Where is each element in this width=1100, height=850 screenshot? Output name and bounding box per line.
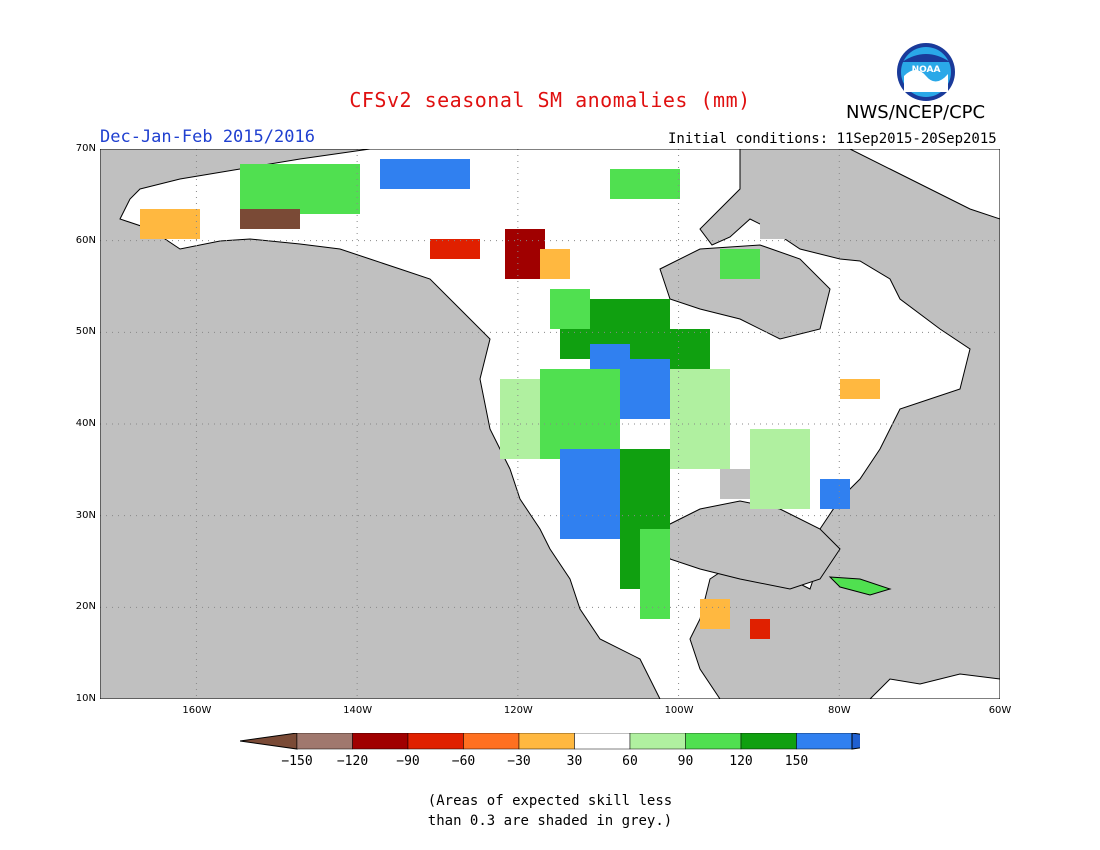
gulf-of-mexico-water (659, 500, 841, 590)
legend-arrow-high (851, 733, 860, 750)
latitude-tick-label: 30N (75, 509, 96, 521)
legend-tick-label: −60 (452, 754, 475, 769)
legend-color-box (685, 733, 742, 750)
legend-color-box (352, 733, 409, 750)
longitude-tick-label: 80W (827, 705, 851, 716)
latitude-tick-label: 10N (75, 693, 96, 704)
legend-tick-label: −120 (337, 754, 368, 769)
anomaly-patch (670, 329, 710, 369)
legend-tick-label: 90 (678, 754, 694, 769)
legend-tick-label: 150 (785, 754, 808, 769)
latitude-tick-label: 50N (75, 326, 96, 338)
anomaly-patch (820, 479, 850, 509)
anomaly-patch (240, 209, 300, 229)
anomaly-patch (240, 164, 360, 214)
noaa-logo-text: NOAA (912, 65, 941, 75)
skill-note-line2: than 0.3 are shaded in grey.) (427, 813, 673, 829)
chart-title: CFSv2 seasonal SM anomalies (mm) (349, 88, 751, 112)
legend-color-box (518, 733, 575, 750)
legend-tick-label: 30 (567, 754, 583, 769)
longitude-tick-label: 140W (343, 705, 373, 716)
initial-conditions-label: Initial conditions: 11Sep2015-20Sep2015 (668, 131, 997, 147)
anomaly-patch (550, 289, 590, 329)
skill-note-line1: (Areas of expected skill less (427, 793, 673, 809)
anomaly-patch (505, 229, 545, 279)
legend-tick-label: 120 (729, 754, 752, 769)
noaa-logo-wave (904, 70, 948, 92)
hudson-bay-water (659, 244, 831, 340)
longitude-tick-label: 60W (988, 705, 1012, 716)
anomaly-patch (720, 249, 760, 279)
latitude-tick-label: 40N (75, 418, 96, 429)
longitude-tick-label: 120W (503, 705, 533, 716)
graticule (100, 149, 1000, 699)
anomaly-patch (840, 379, 880, 399)
color-legend: −150 −120 −90 −60 −30 30 60 90 120 150 (240, 733, 860, 769)
legend-tick-label: −150 (281, 754, 312, 769)
legend-arrow-low (240, 733, 298, 750)
legend-color-box (740, 733, 797, 750)
anomaly-patch (430, 239, 480, 259)
legend-color-box (796, 733, 853, 750)
anomaly-patch (750, 429, 810, 509)
longitude-tick-label: 100W (664, 705, 694, 716)
legend-tick-label: −90 (396, 754, 419, 769)
anomaly-patch (500, 379, 540, 459)
anomaly-patch (380, 159, 470, 189)
noaa-logo: NOAA (897, 43, 955, 101)
legend-color-box (463, 733, 520, 750)
legend-tick-label: −30 (507, 754, 530, 769)
greenland-land (849, 149, 1000, 220)
longitude-tick-label: 160W (182, 705, 212, 716)
anomaly-patch (140, 209, 200, 239)
season-label: Dec-Jan-Feb 2015/2016 (100, 127, 315, 147)
anomaly-patch (760, 199, 850, 239)
latitude-tick-label: 60N (75, 234, 96, 246)
anomaly-patch (560, 449, 620, 539)
latitude-tick-label: 70N (75, 143, 96, 154)
anomaly-patch (540, 249, 570, 279)
anomaly-patch (700, 599, 730, 629)
anomaly-patch (750, 619, 770, 639)
agency-label: NWS/NCEP/CPC (846, 102, 986, 123)
legend-color-box (574, 733, 631, 750)
anomaly-patches (140, 159, 880, 639)
anomaly-patch (610, 169, 680, 199)
south-america-land (869, 673, 1000, 699)
anomaly-patch (670, 369, 730, 469)
latitude-tick-label: 20N (75, 601, 96, 613)
anomaly-patch (720, 469, 750, 499)
legend-color-box (407, 733, 464, 750)
anomaly-patch (640, 529, 670, 619)
legend-color-box (296, 733, 353, 750)
legend-color-box (629, 733, 686, 750)
soil-moisture-map (100, 149, 1000, 699)
cuba-island (828, 576, 892, 596)
anomaly-patch (540, 369, 620, 459)
noaa-logo-bird (902, 54, 950, 62)
legend-tick-label: 60 (622, 754, 638, 769)
